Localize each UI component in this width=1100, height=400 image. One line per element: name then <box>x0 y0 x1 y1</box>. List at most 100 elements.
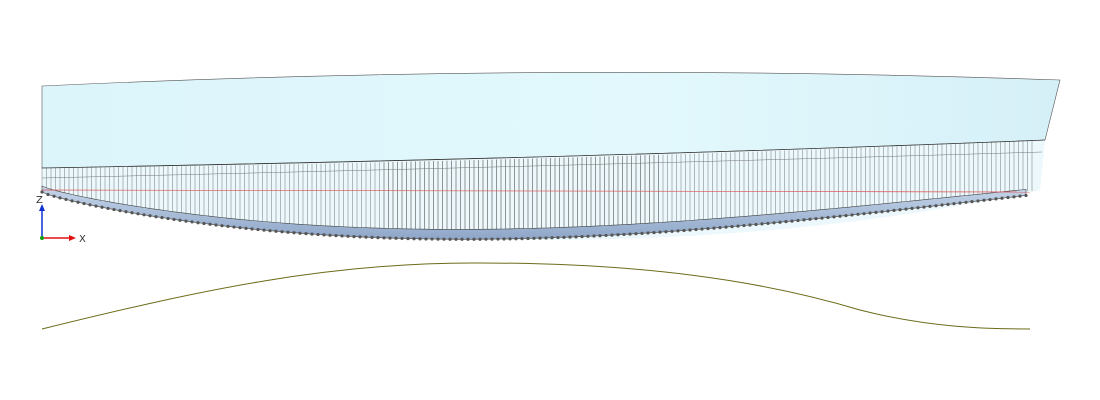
keel-node <box>418 237 422 241</box>
keel-node <box>202 221 206 226</box>
keel-node <box>220 224 224 228</box>
keel-node <box>406 236 410 241</box>
keel-node <box>478 237 482 241</box>
keel-node <box>76 200 80 204</box>
keel-node <box>1006 195 1010 200</box>
keel-node <box>472 237 476 241</box>
keel-node <box>226 224 230 228</box>
keel-node <box>46 192 50 197</box>
keel-node <box>664 230 668 234</box>
keel-node <box>496 237 500 241</box>
keel-node <box>730 224 734 229</box>
keel-node <box>154 215 158 219</box>
keel-node <box>868 211 872 215</box>
keel-node <box>232 225 236 229</box>
keel-node <box>634 232 638 236</box>
keel-node <box>622 232 626 237</box>
keel-node <box>166 216 170 221</box>
profile-curve <box>41 262 1031 330</box>
keel-node <box>244 226 248 230</box>
keel-node <box>352 234 356 239</box>
keel-node <box>1000 196 1004 200</box>
keel-node <box>724 225 728 229</box>
keel-node <box>364 235 368 239</box>
keel-node <box>172 217 176 222</box>
keel-node <box>832 215 836 219</box>
keel-node <box>484 237 488 241</box>
keel-node <box>766 221 770 225</box>
keel-node <box>358 235 362 239</box>
keel-node <box>412 237 416 241</box>
keel-node <box>838 214 842 218</box>
keel-node <box>676 229 680 233</box>
keel-node <box>322 233 326 237</box>
keel-node <box>880 210 884 214</box>
keel-node <box>238 226 242 230</box>
keel-node <box>196 221 200 225</box>
keel-node <box>976 199 980 203</box>
keel-node <box>688 228 692 232</box>
keel-node <box>310 232 314 236</box>
keel-node <box>844 213 848 218</box>
keel-node <box>370 235 374 240</box>
keel-node <box>892 208 896 213</box>
keel-node <box>376 236 380 240</box>
keel-node <box>508 237 512 241</box>
keel-node <box>160 216 164 220</box>
keel-node <box>142 213 146 217</box>
axis-triad: X Z <box>36 195 86 245</box>
keel-node <box>442 237 446 241</box>
keel-node <box>856 212 860 216</box>
keel-node <box>580 234 584 239</box>
keel-node <box>394 236 398 240</box>
keel-node <box>658 230 662 234</box>
keel-node <box>340 234 344 238</box>
keel-node <box>544 236 548 240</box>
keel-node <box>64 197 68 202</box>
keel-node <box>784 220 788 224</box>
keel-node <box>1012 195 1016 199</box>
keel-node <box>388 236 392 240</box>
keel-node <box>670 229 674 233</box>
keel-node <box>886 209 890 213</box>
keel-node <box>904 207 908 211</box>
keel-node <box>100 205 104 209</box>
keel-node <box>304 232 308 236</box>
keel-node <box>982 198 986 202</box>
axis-label-z: Z <box>36 195 43 206</box>
keel-node <box>454 237 458 241</box>
chine-line <box>41 139 1046 169</box>
keel-node <box>862 212 866 216</box>
keel-node <box>952 202 956 206</box>
keel-node <box>466 237 470 241</box>
keel-node <box>706 226 710 231</box>
keel-node <box>346 234 350 238</box>
keel-node <box>742 223 746 228</box>
keel-node <box>574 235 578 239</box>
keel-node <box>790 219 794 223</box>
axis-label-x: X <box>79 234 86 245</box>
keel-node <box>448 237 452 241</box>
keel-node <box>208 222 212 226</box>
keel-node <box>604 233 608 238</box>
keel-node <box>736 224 740 228</box>
keel-node <box>250 227 254 231</box>
keel-node <box>874 210 878 214</box>
keel-node <box>850 213 854 217</box>
keel-node <box>262 228 266 232</box>
keel-node <box>532 236 536 240</box>
keel-node <box>94 204 98 208</box>
keel-node <box>316 232 320 237</box>
keel-node <box>958 201 962 205</box>
keel-node <box>526 236 530 241</box>
keel-node <box>106 206 110 211</box>
keel-node <box>682 228 686 233</box>
keel-node <box>382 236 386 240</box>
keel-node <box>292 231 296 235</box>
keel-node <box>610 233 614 237</box>
keel-node <box>718 226 722 230</box>
keel-node <box>808 217 812 221</box>
keel-node <box>538 236 542 240</box>
keel-node <box>934 204 938 208</box>
